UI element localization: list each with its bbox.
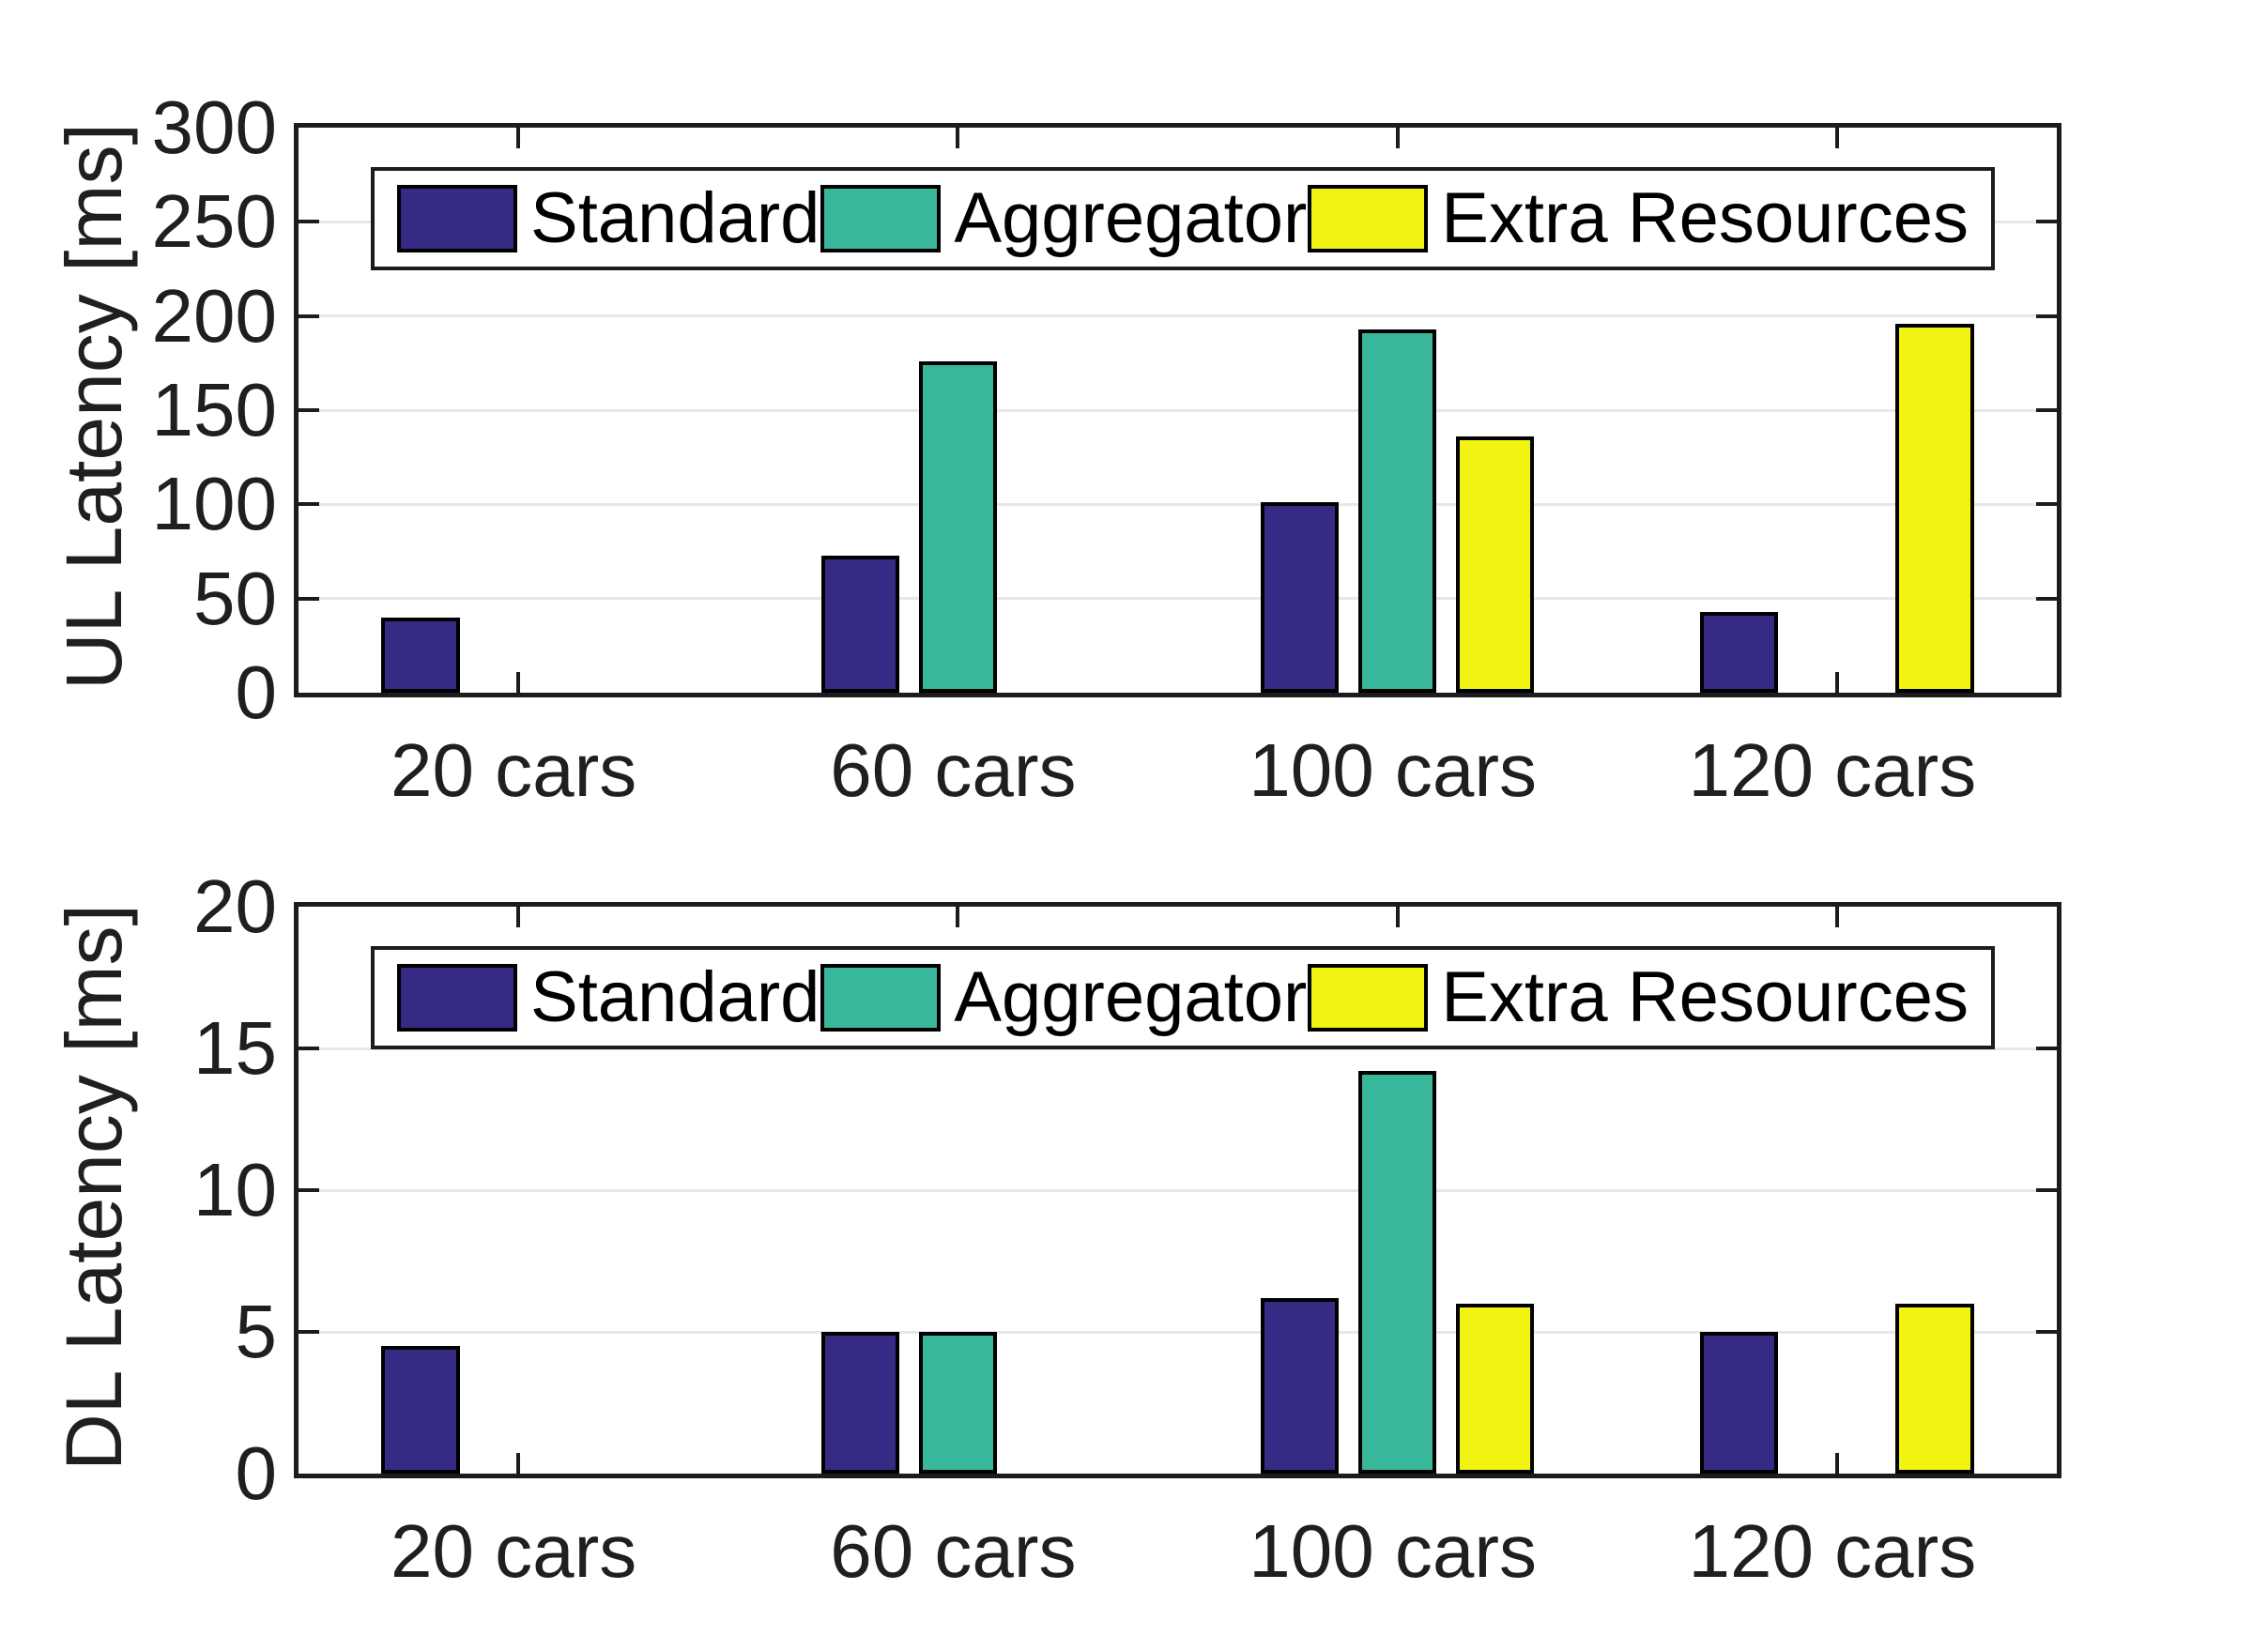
bar-120-cars-standard [1700, 611, 1779, 693]
left-tick-150 [299, 408, 319, 412]
bar-120-cars-extra-resources [1895, 1303, 1974, 1474]
right-tick-50 [2036, 596, 2057, 601]
legend-item-aggregator: Aggregator [820, 183, 1307, 254]
left-tick-10 [299, 1188, 319, 1192]
left-tick-5 [299, 1330, 319, 1334]
left-tick-50 [299, 596, 319, 601]
y-tick-label-150: 150 [151, 368, 277, 451]
top-tick-100-cars [1395, 128, 1400, 148]
x-category-label-100-cars: 100 cars [1249, 1509, 1538, 1593]
legend: Standard Aggregator Extra Resources [371, 946, 1995, 1049]
right-tick-100 [2036, 502, 2057, 507]
gridline-y-200 [299, 314, 2057, 318]
legend-swatch-standard [397, 964, 517, 1032]
left-tick-250 [299, 220, 319, 224]
legend-item-extra-resources: Extra Resources [1308, 962, 1969, 1033]
legend-swatch-extra-resources [1308, 964, 1429, 1032]
x-category-label-20-cars: 20 cars [390, 728, 637, 812]
right-tick-10 [2036, 1188, 2057, 1192]
legend-swatch-aggregator [820, 964, 942, 1032]
legend-item-standard: Standard [397, 183, 820, 254]
dl-plot-area: Standard Aggregator Extra Resources [294, 902, 2061, 1478]
legend-label-standard: Standard [530, 957, 820, 1037]
x-category-label-100-cars: 100 cars [1249, 728, 1538, 812]
x-category-label-60-cars: 60 cars [830, 728, 1077, 812]
top-tick-20-cars [516, 128, 521, 148]
top-tick-60-cars [956, 907, 960, 927]
legend-swatch-extra-resources [1308, 185, 1429, 252]
left-tick-15 [299, 1047, 319, 1050]
legend-label-extra-resources: Extra Resources [1441, 178, 1969, 258]
legend-label-aggregator: Aggregator [954, 957, 1308, 1037]
legend-item-aggregator: Aggregator [820, 962, 1307, 1033]
y-tick-label-250: 250 [151, 179, 277, 264]
y-tick-label-20: 20 [193, 864, 277, 948]
y-tick-label-300: 300 [151, 85, 277, 169]
y-tick-label-100: 100 [151, 462, 277, 546]
bar-60-cars-standard [820, 555, 899, 693]
top-tick-100-cars [1395, 907, 1400, 927]
y-tick-label-15: 15 [193, 1006, 277, 1090]
top-tick-120-cars [1834, 128, 1839, 148]
legend: Standard Aggregator Extra Resources [371, 167, 1995, 270]
right-tick-5 [2036, 1330, 2057, 1334]
bar-120-cars-standard [1700, 1332, 1779, 1474]
y-tick-label-0: 0 [235, 1431, 278, 1515]
bar-20-cars-standard [381, 617, 460, 693]
x-category-label-20-cars: 20 cars [390, 1509, 637, 1593]
gridline-y-100 [299, 502, 2057, 506]
bar-60-cars-aggregator [918, 1332, 998, 1474]
legend-label-standard: Standard [530, 178, 820, 258]
gridline-y-150 [299, 408, 2057, 412]
gridline-y-50 [299, 597, 2057, 601]
x-category-label-120-cars: 120 cars [1688, 1509, 1977, 1593]
right-tick-15 [2036, 1047, 2057, 1050]
legend-swatch-standard [397, 185, 517, 252]
y-tick-label-50: 50 [193, 556, 277, 640]
top-tick-20-cars [516, 907, 521, 927]
legend-item-standard: Standard [397, 962, 820, 1033]
y-tick-label-5: 5 [235, 1290, 278, 1373]
y-tick-label-10: 10 [193, 1148, 277, 1231]
top-tick-120-cars [1834, 907, 1839, 927]
x-category-label-60-cars: 60 cars [830, 1509, 1077, 1593]
bar-100-cars-extra-resources [1455, 436, 1535, 693]
bar-60-cars-aggregator [918, 360, 998, 693]
legend-label-extra-resources: Extra Resources [1441, 957, 1969, 1037]
y-tick-label-200: 200 [151, 273, 277, 358]
bottom-tick-120-cars [1834, 672, 1839, 693]
bottom-tick-20-cars [516, 1453, 521, 1474]
right-tick-200 [2036, 313, 2057, 318]
legend-swatch-aggregator [820, 185, 942, 252]
bar-100-cars-extra-resources [1455, 1303, 1535, 1474]
bar-100-cars-aggregator [1357, 1071, 1437, 1474]
y-tick-label-0: 0 [235, 650, 278, 734]
bar-120-cars-extra-resources [1895, 323, 1974, 693]
ul-plot-area: Standard Aggregator Extra Resources [294, 123, 2061, 697]
top-tick-60-cars [956, 128, 960, 148]
left-tick-100 [299, 502, 319, 507]
right-tick-150 [2036, 408, 2057, 412]
right-tick-250 [2036, 220, 2057, 224]
x-category-label-120-cars: 120 cars [1688, 728, 1977, 812]
bottom-tick-120-cars [1834, 1453, 1839, 1474]
legend-label-aggregator: Aggregator [954, 178, 1308, 258]
left-tick-200 [299, 313, 319, 318]
bar-60-cars-standard [820, 1332, 899, 1474]
bar-100-cars-standard [1260, 1297, 1340, 1474]
gridline-y-10 [299, 1188, 2057, 1192]
legend-item-extra-resources: Extra Resources [1308, 183, 1969, 254]
gridline-y-5 [299, 1330, 2057, 1334]
bottom-tick-20-cars [516, 672, 521, 693]
bar-100-cars-standard [1260, 502, 1340, 693]
bar-20-cars-standard [381, 1346, 460, 1474]
bar-100-cars-aggregator [1357, 329, 1437, 693]
